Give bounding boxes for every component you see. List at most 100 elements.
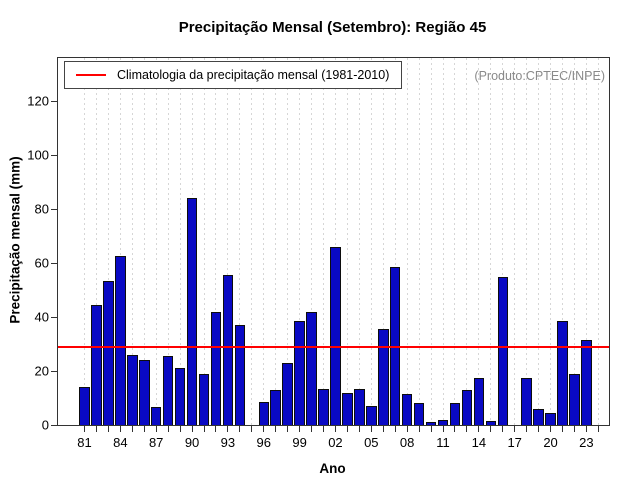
product-watermark: (Produto:CPTEC/INPE) (474, 69, 605, 83)
gridline (323, 58, 324, 425)
x-tick-label: 84 (113, 435, 128, 450)
x-tick (287, 426, 289, 432)
x-tick (215, 426, 217, 432)
gridline (562, 58, 563, 425)
gridline (84, 58, 85, 425)
gridline (358, 58, 360, 425)
climatology-line (58, 345, 609, 348)
bar (294, 321, 305, 425)
y-axis-title: Precipitação mensal (mm) (7, 156, 23, 324)
legend-line-swatch (76, 74, 106, 76)
bar (91, 304, 102, 425)
gridline (585, 58, 587, 425)
bar (79, 387, 90, 425)
gridline (287, 58, 289, 425)
gridline (155, 58, 157, 425)
bar (174, 368, 186, 425)
x-tick (167, 426, 169, 432)
y-tick-label: 0 (41, 417, 49, 433)
x-tick (514, 426, 516, 432)
x-tick (550, 426, 552, 432)
gridline (514, 58, 516, 425)
x-tick (143, 426, 145, 432)
x-tick-label: 11 (436, 435, 450, 450)
gridline (263, 58, 265, 425)
gridline (418, 58, 420, 425)
bar (103, 280, 114, 425)
gridline (95, 58, 97, 425)
y-tick-label: 100 (27, 147, 49, 163)
bar (198, 373, 210, 425)
bar (366, 406, 377, 425)
y-tick-label: 60 (34, 255, 49, 271)
gridline (311, 58, 313, 425)
gridline (526, 58, 528, 425)
y-tick-label: 40 (34, 309, 49, 325)
y-tick-label: 20 (34, 363, 49, 379)
x-tick-label: 81 (77, 435, 92, 450)
x-tick-label: 05 (364, 435, 379, 450)
x-tick (538, 426, 540, 432)
bar (545, 412, 556, 425)
gridline (550, 58, 552, 425)
x-tick (597, 426, 599, 432)
x-tick (418, 426, 420, 432)
bar (270, 389, 281, 425)
chart-title: Precipitação Mensal (Setembro): Região 4… (178, 19, 487, 36)
gridline (119, 58, 121, 425)
x-tick (251, 426, 253, 432)
bar (521, 377, 532, 425)
x-tick-label: 23 (579, 435, 594, 450)
x-tick (227, 426, 229, 432)
bar (210, 311, 222, 425)
gridline (143, 58, 145, 425)
x-tick-label: 93 (220, 435, 236, 450)
x-tick (107, 426, 109, 432)
bar (186, 198, 198, 425)
y-tick (51, 208, 57, 210)
gridline (346, 58, 348, 425)
x-tick (179, 426, 181, 432)
gridline (406, 58, 408, 425)
x-tick-label: 87 (148, 435, 164, 450)
y-tick (51, 424, 57, 426)
bar (378, 329, 389, 425)
y-tick-label: 120 (27, 93, 49, 109)
x-tick (334, 426, 336, 432)
x-tick (323, 426, 324, 432)
x-tick (490, 426, 492, 432)
bar (581, 339, 592, 425)
gridline (370, 58, 372, 425)
x-tick-label: 02 (328, 435, 343, 450)
bar (354, 388, 365, 425)
x-tick (573, 426, 575, 432)
gridline (334, 58, 336, 425)
gridline (299, 58, 301, 425)
bar (569, 373, 580, 425)
gridline (597, 58, 599, 425)
gridline (454, 58, 456, 425)
gridline (275, 58, 277, 425)
gridline (107, 58, 109, 425)
x-tick (203, 426, 205, 432)
legend-box: Climatologia da precipitação mensal (198… (64, 61, 403, 89)
x-tick (131, 426, 133, 432)
x-tick (191, 426, 193, 432)
x-tick (502, 426, 504, 432)
y-tick (51, 370, 57, 372)
x-tick (394, 426, 396, 432)
bar (318, 388, 329, 425)
gridline (227, 58, 229, 425)
bar (557, 321, 568, 425)
x-tick-label: 90 (184, 435, 200, 450)
bar (306, 311, 317, 425)
bar (413, 403, 425, 425)
gridline (490, 58, 492, 425)
bar (461, 389, 473, 425)
x-tick (466, 426, 468, 432)
bar (234, 325, 246, 425)
gridline (502, 58, 504, 425)
bar (342, 392, 353, 425)
x-tick (478, 426, 480, 432)
bar (162, 356, 174, 425)
